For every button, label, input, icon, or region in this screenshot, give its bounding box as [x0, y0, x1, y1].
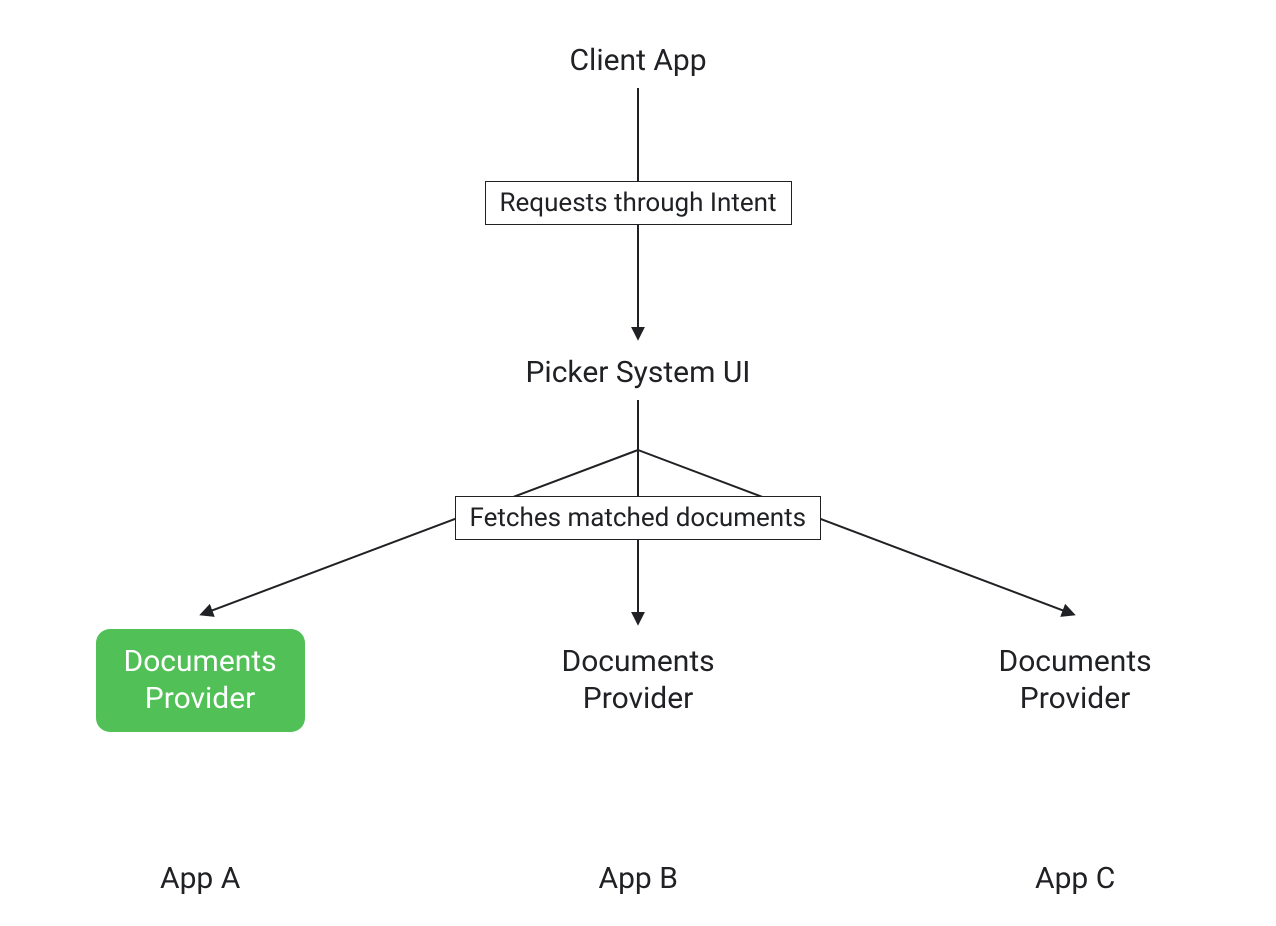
node-client-app: Client App [570, 43, 707, 78]
provider-c-line2: Provider [1020, 681, 1131, 716]
provider-b-line1: Documents [562, 644, 715, 679]
provider-a-line1: Documents [124, 644, 277, 679]
provider-c-line1: Documents [999, 644, 1152, 679]
node-documents-provider-b: DocumentsProvider [562, 643, 715, 718]
node-documents-provider-c: DocumentsProvider [999, 643, 1152, 718]
node-app-b: App B [599, 861, 678, 896]
node-app-a: App A [160, 861, 240, 896]
provider-b-line2: Provider [583, 681, 694, 716]
node-app-c: App C [1035, 861, 1115, 896]
node-picker-system-ui: Picker System UI [526, 355, 751, 390]
node-documents-provider-a: DocumentsProvider [96, 629, 305, 732]
edge-label-fetches-documents: Fetches matched documents [455, 496, 822, 540]
provider-a-line2: Provider [145, 681, 256, 716]
edge-label-requests-intent: Requests through Intent [485, 181, 792, 225]
diagram-arrows [0, 0, 1276, 926]
